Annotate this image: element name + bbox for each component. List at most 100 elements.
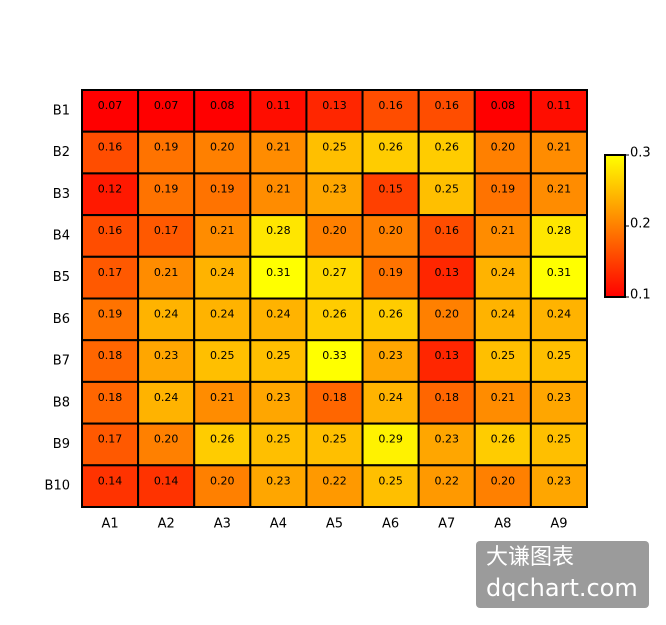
y-tick-label: B8 (53, 395, 70, 410)
cell-label: 0.13 (434, 266, 459, 279)
cell-label: 0.25 (491, 349, 516, 362)
heatmap-cell (137, 214, 196, 258)
cell-label: 0.18 (434, 391, 459, 404)
x-tick-label: A5 (326, 517, 343, 532)
heatmap-cell (193, 297, 252, 342)
heatmap-cell (137, 130, 196, 175)
cell-label: 0.11 (266, 99, 291, 112)
cell-label: 0.13 (434, 349, 459, 362)
heatmap-cell (473, 297, 532, 342)
watermark-text: dqchart.com (486, 574, 638, 602)
heatmap-cell (529, 380, 589, 425)
cell-label: 0.24 (210, 266, 235, 279)
x-tick-label: A4 (270, 517, 287, 532)
heatmap-cell (361, 297, 420, 342)
cell-label: 0.26 (210, 433, 235, 446)
cell-label: 0.20 (210, 474, 235, 487)
x-tick-label: A2 (158, 517, 175, 532)
cell-label: 0.21 (210, 391, 235, 404)
cell-label: 0.07 (154, 99, 179, 112)
x-tick-label: A8 (494, 517, 511, 532)
cell-label: 0.19 (154, 182, 179, 195)
cell-label: 0.21 (266, 141, 291, 154)
y-tick-label: B3 (53, 187, 70, 202)
heatmap-cell (473, 422, 532, 467)
cell-label: 0.08 (210, 99, 235, 112)
cell-label: 0.22 (322, 474, 347, 487)
heatmap-cell (473, 339, 532, 383)
cell-label: 0.18 (98, 349, 123, 362)
heatmap-cell (361, 380, 420, 425)
cell-label: 0.19 (98, 308, 123, 321)
heatmap-cell (81, 380, 140, 425)
heatmap-cell (417, 89, 476, 133)
cell-label: 0.12 (98, 182, 123, 195)
watermark-box (476, 541, 649, 608)
cell-label: 0.14 (154, 474, 179, 487)
cell-label: 0.18 (322, 391, 347, 404)
heatmap-cell (249, 214, 308, 258)
x-tick-label: A3 (214, 517, 231, 532)
cell-label: 0.07 (98, 99, 123, 112)
cell-label: 0.15 (378, 182, 403, 195)
cell-label: 0.11 (547, 99, 572, 112)
x-tick-label: A7 (438, 517, 455, 532)
heatmap-cell (81, 297, 140, 342)
cell-label: 0.17 (98, 433, 123, 446)
cell-label: 0.21 (547, 182, 572, 195)
cell-label: 0.21 (547, 141, 572, 154)
cell-label: 0.16 (378, 99, 403, 112)
cell-label: 0.17 (154, 224, 179, 237)
cell-label: 0.23 (322, 182, 347, 195)
cell-label: 0.33 (322, 349, 347, 362)
cell-label: 0.25 (322, 141, 347, 154)
cell-label: 0.24 (154, 308, 179, 321)
cell-label: 0.21 (491, 224, 516, 237)
heatmap-cell (81, 339, 140, 383)
heatmap-cell (305, 339, 364, 383)
cell-label: 0.26 (491, 433, 516, 446)
heatmap-cell (193, 464, 252, 508)
cell-label: 0.23 (434, 433, 459, 446)
cell-label: 0.16 (434, 99, 459, 112)
x-tick-label: A6 (382, 517, 399, 532)
heatmap-cell (361, 89, 420, 133)
cell-label: 0.20 (322, 224, 347, 237)
cell-label: 0.24 (491, 308, 516, 321)
cell-label: 0.19 (210, 182, 235, 195)
cell-label: 0.28 (266, 224, 291, 237)
cell-label: 0.23 (378, 349, 403, 362)
heatmap-cell (193, 255, 252, 300)
heatmap-cell (361, 172, 420, 217)
cell-label: 0.16 (98, 141, 123, 154)
heatmap-cell (137, 464, 196, 508)
colorbar-tick-label: 0.1 (630, 288, 651, 303)
cell-label: 0.17 (98, 266, 123, 279)
cell-label: 0.25 (547, 433, 572, 446)
y-tick-label: B5 (53, 270, 70, 285)
heatmap-cell (249, 130, 308, 175)
cell-label: 0.31 (547, 266, 572, 279)
heatmap-cell (417, 172, 476, 217)
cell-label: 0.16 (434, 224, 459, 237)
y-tick-label: B6 (53, 312, 70, 327)
cell-label: 0.19 (154, 141, 179, 154)
cell-label: 0.16 (98, 224, 123, 237)
cell-label: 0.26 (378, 308, 403, 321)
heatmap-cell (529, 297, 589, 342)
y-tick-label: B7 (53, 354, 70, 369)
cell-label: 0.23 (547, 474, 572, 487)
colorbar-tick-label: 0.2 (630, 217, 651, 232)
heatmap-cell (81, 255, 140, 300)
cell-label: 0.24 (491, 266, 516, 279)
cell-label: 0.24 (210, 308, 235, 321)
cell-label: 0.20 (378, 224, 403, 237)
cell-label: 0.23 (266, 474, 291, 487)
cell-label: 0.26 (322, 308, 347, 321)
heatmap-cell (529, 464, 589, 508)
cell-label: 0.25 (266, 433, 291, 446)
cell-label: 0.26 (378, 141, 403, 154)
y-tick-label: B9 (53, 437, 70, 452)
cell-label: 0.20 (491, 474, 516, 487)
cell-label: 0.21 (491, 391, 516, 404)
